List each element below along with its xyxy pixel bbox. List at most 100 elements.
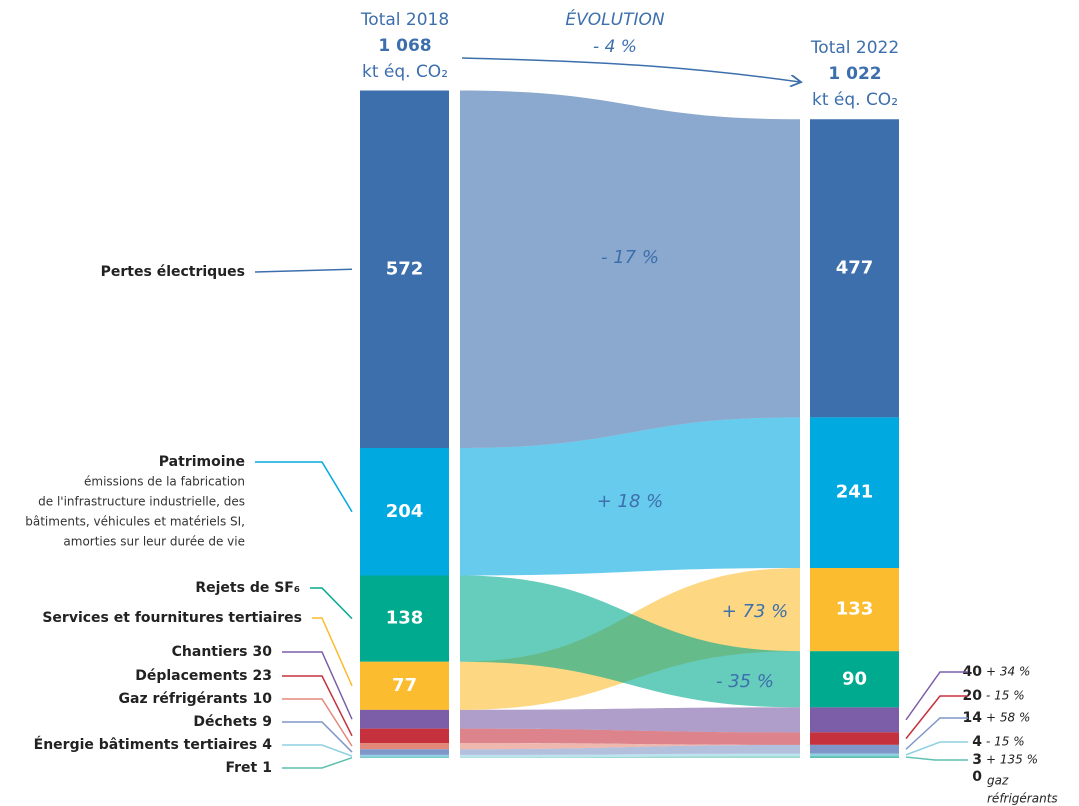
- category-label: Patrimoine: [159, 454, 245, 470]
- bar-2018: [360, 728, 449, 743]
- value-2018: 77: [392, 675, 417, 696]
- category-label: Fret 1: [225, 760, 272, 776]
- change-label: - 35 %: [716, 671, 774, 692]
- change-label: + 135 %: [986, 753, 1038, 767]
- bar-2018: [360, 709, 449, 729]
- connector: [905, 695, 968, 740]
- value-2022: 133: [836, 599, 874, 620]
- connector: [282, 675, 353, 737]
- value-2022: 4: [972, 734, 982, 750]
- category-description: amorties sur leur durée de vie: [63, 535, 245, 549]
- right-title: Total 2022: [810, 38, 899, 58]
- connector: [282, 651, 353, 720]
- category-name: Pertes électriques: [101, 264, 245, 280]
- right-unit: kt éq. CO₂: [812, 90, 898, 110]
- category-name: Chantiers: [172, 644, 248, 660]
- change-label: - 15 %: [986, 735, 1025, 749]
- connector: [905, 756, 968, 761]
- note: gaz: [987, 774, 1009, 788]
- category-name: Rejets de SF₆: [195, 580, 300, 596]
- change-label: + 34 %: [986, 665, 1030, 679]
- left-total: 1 068: [378, 36, 431, 56]
- connector: [310, 587, 353, 620]
- change-label: - 15 %: [986, 689, 1025, 703]
- category-label: Énergie bâtiments tertiaires 4: [34, 736, 273, 753]
- value-2022: 477: [836, 257, 874, 278]
- bar-2022: [810, 119, 899, 418]
- connector: [282, 721, 353, 753]
- bar-2018: [360, 754, 449, 758]
- value-2022: 14: [963, 710, 983, 726]
- evolution-title: ÉVOLUTION: [565, 8, 664, 30]
- flow: [460, 744, 800, 755]
- value-2018: 572: [386, 258, 424, 279]
- category-name: Déplacements: [135, 668, 247, 684]
- category-description: de l'infrastructure industrielle, des: [38, 495, 245, 509]
- evolution-arrow: [461, 57, 800, 82]
- category-label: Déplacements 23: [135, 668, 272, 684]
- flow: [460, 756, 800, 758]
- connector: [312, 617, 353, 687]
- left-unit: kt éq. CO₂: [362, 62, 448, 82]
- value-2022: 20: [963, 688, 983, 704]
- category-name: Patrimoine: [159, 454, 245, 470]
- category-label: Chantiers 30: [172, 644, 273, 660]
- value-2022: 90: [842, 668, 867, 689]
- value-2022: 3: [972, 752, 982, 768]
- category-name: Gaz réfrigérants: [119, 691, 248, 707]
- connector: [282, 698, 353, 747]
- bar-2022: [810, 744, 899, 754]
- change-label: - 17 %: [601, 247, 659, 268]
- category-label: Services et fournitures tertiaires: [42, 610, 302, 626]
- value-2022: 40: [963, 664, 983, 680]
- flow: [460, 575, 800, 708]
- value-2018: 4: [262, 737, 272, 753]
- connector: [254, 268, 353, 273]
- category-description: émissions de la fabrication: [84, 475, 245, 489]
- flow: [460, 753, 800, 758]
- value-2018: 9: [262, 714, 272, 730]
- flow: [460, 707, 800, 733]
- value-2022: 0: [972, 769, 982, 785]
- connector: [905, 671, 968, 721]
- bar-2018: [360, 661, 449, 710]
- category-label: Déchets 9: [193, 714, 272, 730]
- flow: [460, 90, 800, 448]
- bar-2022: [810, 707, 899, 733]
- value-2018: 23: [253, 668, 272, 684]
- right-total: 1 022: [828, 64, 881, 84]
- flow: [460, 728, 800, 745]
- flow: [460, 743, 800, 750]
- category-label: Pertes électriques: [101, 264, 245, 280]
- bar-2018: [360, 575, 449, 662]
- category-name: Fret: [225, 760, 257, 776]
- bar-2022: [810, 756, 899, 758]
- connector: [282, 756, 353, 769]
- bar-2018: [360, 448, 449, 576]
- connector: [905, 717, 968, 750]
- category-label: Rejets de SF₆: [195, 580, 300, 596]
- bar-2022: [810, 568, 899, 652]
- left-title: Total 2018: [360, 10, 449, 30]
- bar-2018: [360, 749, 449, 755]
- value-2018: 138: [386, 608, 424, 629]
- value-2018: 204: [386, 501, 424, 522]
- value-2018: 30: [253, 644, 273, 660]
- change-label: + 18 %: [597, 491, 664, 512]
- value-2018: 1: [262, 760, 272, 776]
- bar-2018: [360, 743, 449, 750]
- category-name: Énergie bâtiments tertiaires: [34, 736, 258, 753]
- connector: [905, 741, 968, 756]
- category-name: Services et fournitures tertiaires: [42, 610, 302, 626]
- flow: [460, 417, 800, 576]
- connector: [282, 744, 353, 757]
- value-2018: 10: [253, 691, 273, 707]
- note: réfrigérants: [987, 792, 1058, 806]
- change-label: + 58 %: [986, 711, 1030, 725]
- category-name: Déchets: [193, 714, 257, 730]
- bar-2022: [810, 732, 899, 745]
- flows: [460, 90, 800, 758]
- bar-2022: [810, 753, 899, 757]
- bar-2022: [810, 417, 899, 568]
